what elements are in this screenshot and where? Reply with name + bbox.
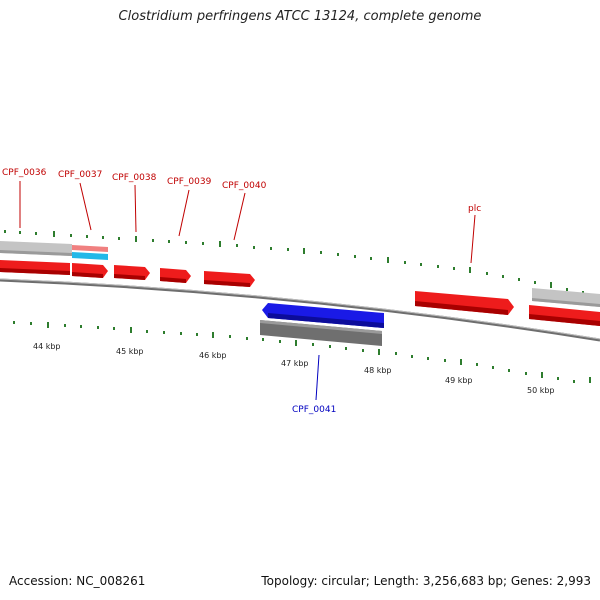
map-title: Clostridium perfringens ATCC 13124, comp… — [118, 9, 482, 24]
accession-text: Accession: NC_008261 — [9, 574, 146, 588]
label-leaders — [19, 181, 476, 401]
gene-cpf-0039[interactable] — [160, 268, 191, 283]
scale-label-46: 46 kbp — [199, 351, 227, 360]
scale-label-49: 49 kbp — [445, 376, 473, 385]
gray-feature-right[interactable] — [532, 288, 600, 307]
gene-label-plc[interactable]: plc — [468, 204, 481, 214]
gene-label-cpf-0040[interactable]: CPF_0040 — [222, 181, 267, 191]
gene-plc[interactable] — [415, 291, 514, 315]
scale-label-44: 44 kbp — [33, 342, 61, 351]
gene-label-cpf-0038[interactable]: CPF_0038 — [112, 173, 157, 183]
backbone-line — [0, 278, 600, 342]
scale-label-48: 48 kbp — [364, 366, 392, 375]
gene-cpf-0037[interactable] — [72, 263, 108, 278]
gene-cpf-0038[interactable] — [114, 265, 150, 280]
gene-label-cpf-0036[interactable]: CPF_0036 — [2, 168, 47, 178]
gene-right-edge[interactable] — [529, 305, 600, 326]
gene-label-cpf-0041[interactable]: CPF_0041 — [292, 405, 336, 415]
genome-stats-text: Topology: circular; Length: 3,256,683 bp… — [261, 574, 591, 588]
gene-cpf-0040[interactable] — [204, 271, 255, 287]
scale-label-50: 50 kbp — [527, 386, 555, 395]
gene-label-cpf-0037[interactable]: CPF_0037 — [58, 170, 102, 180]
gray-feature-center[interactable] — [260, 320, 382, 346]
feature-cpf-0037-annotation[interactable] — [72, 245, 108, 260]
scale-label-45: 45 kbp — [116, 347, 144, 356]
scale-label-47: 47 kbp — [281, 359, 309, 368]
lower-tick-row — [13, 321, 591, 383]
gene-label-cpf-0039[interactable]: CPF_0039 — [167, 177, 212, 187]
gray-feature-left[interactable] — [0, 241, 72, 256]
gene-cpf-0041[interactable] — [262, 303, 384, 328]
gene-cpf-0036[interactable] — [0, 260, 70, 275]
upper-tick-row — [4, 230, 599, 297]
